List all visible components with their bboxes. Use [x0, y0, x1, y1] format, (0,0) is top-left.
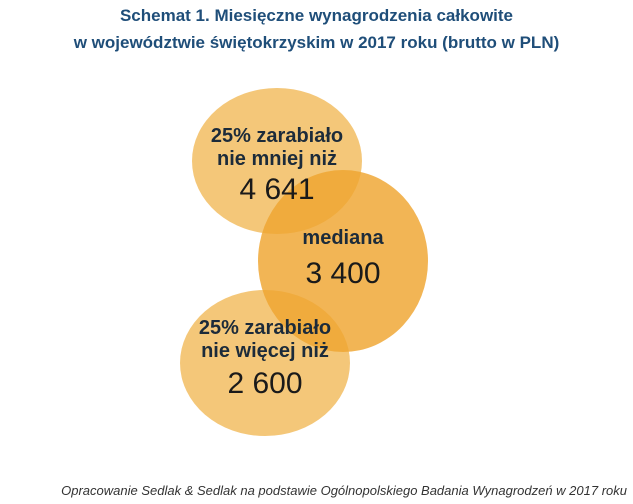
- lower-quartile-label-line-2: nie więcej niż: [201, 340, 329, 362]
- lower-quartile-label: 25% zarabiało nie więcej niż: [180, 317, 350, 363]
- lower-quartile-label-line-1: 25% zarabiało: [198, 317, 332, 339]
- median-value: 3 400: [305, 257, 381, 290]
- lower-quartile-value: 2 600: [227, 367, 303, 400]
- upper-quartile-label-line-1: 25% zarabiało: [210, 125, 344, 147]
- title-line-2: w województwie świętokrzyskim w 2017 rok…: [73, 33, 560, 52]
- upper-quartile-label: 25% zarabiało nie mniej niż: [192, 125, 362, 171]
- diagram-title: Schemat 1. Miesięczne wynagrodzenia całk…: [0, 2, 633, 56]
- upper-quartile-value: 4 641: [239, 173, 315, 206]
- upper-quartile-label-line-2: nie mniej niż: [216, 148, 338, 170]
- median-bubble: [258, 170, 428, 352]
- median-label: mediana: [302, 227, 384, 249]
- source-note: Opracowanie Sedlak & Sedlak na podstawie…: [61, 483, 627, 498]
- title-line-1: Schemat 1. Miesięczne wynagrodzenia całk…: [119, 6, 514, 25]
